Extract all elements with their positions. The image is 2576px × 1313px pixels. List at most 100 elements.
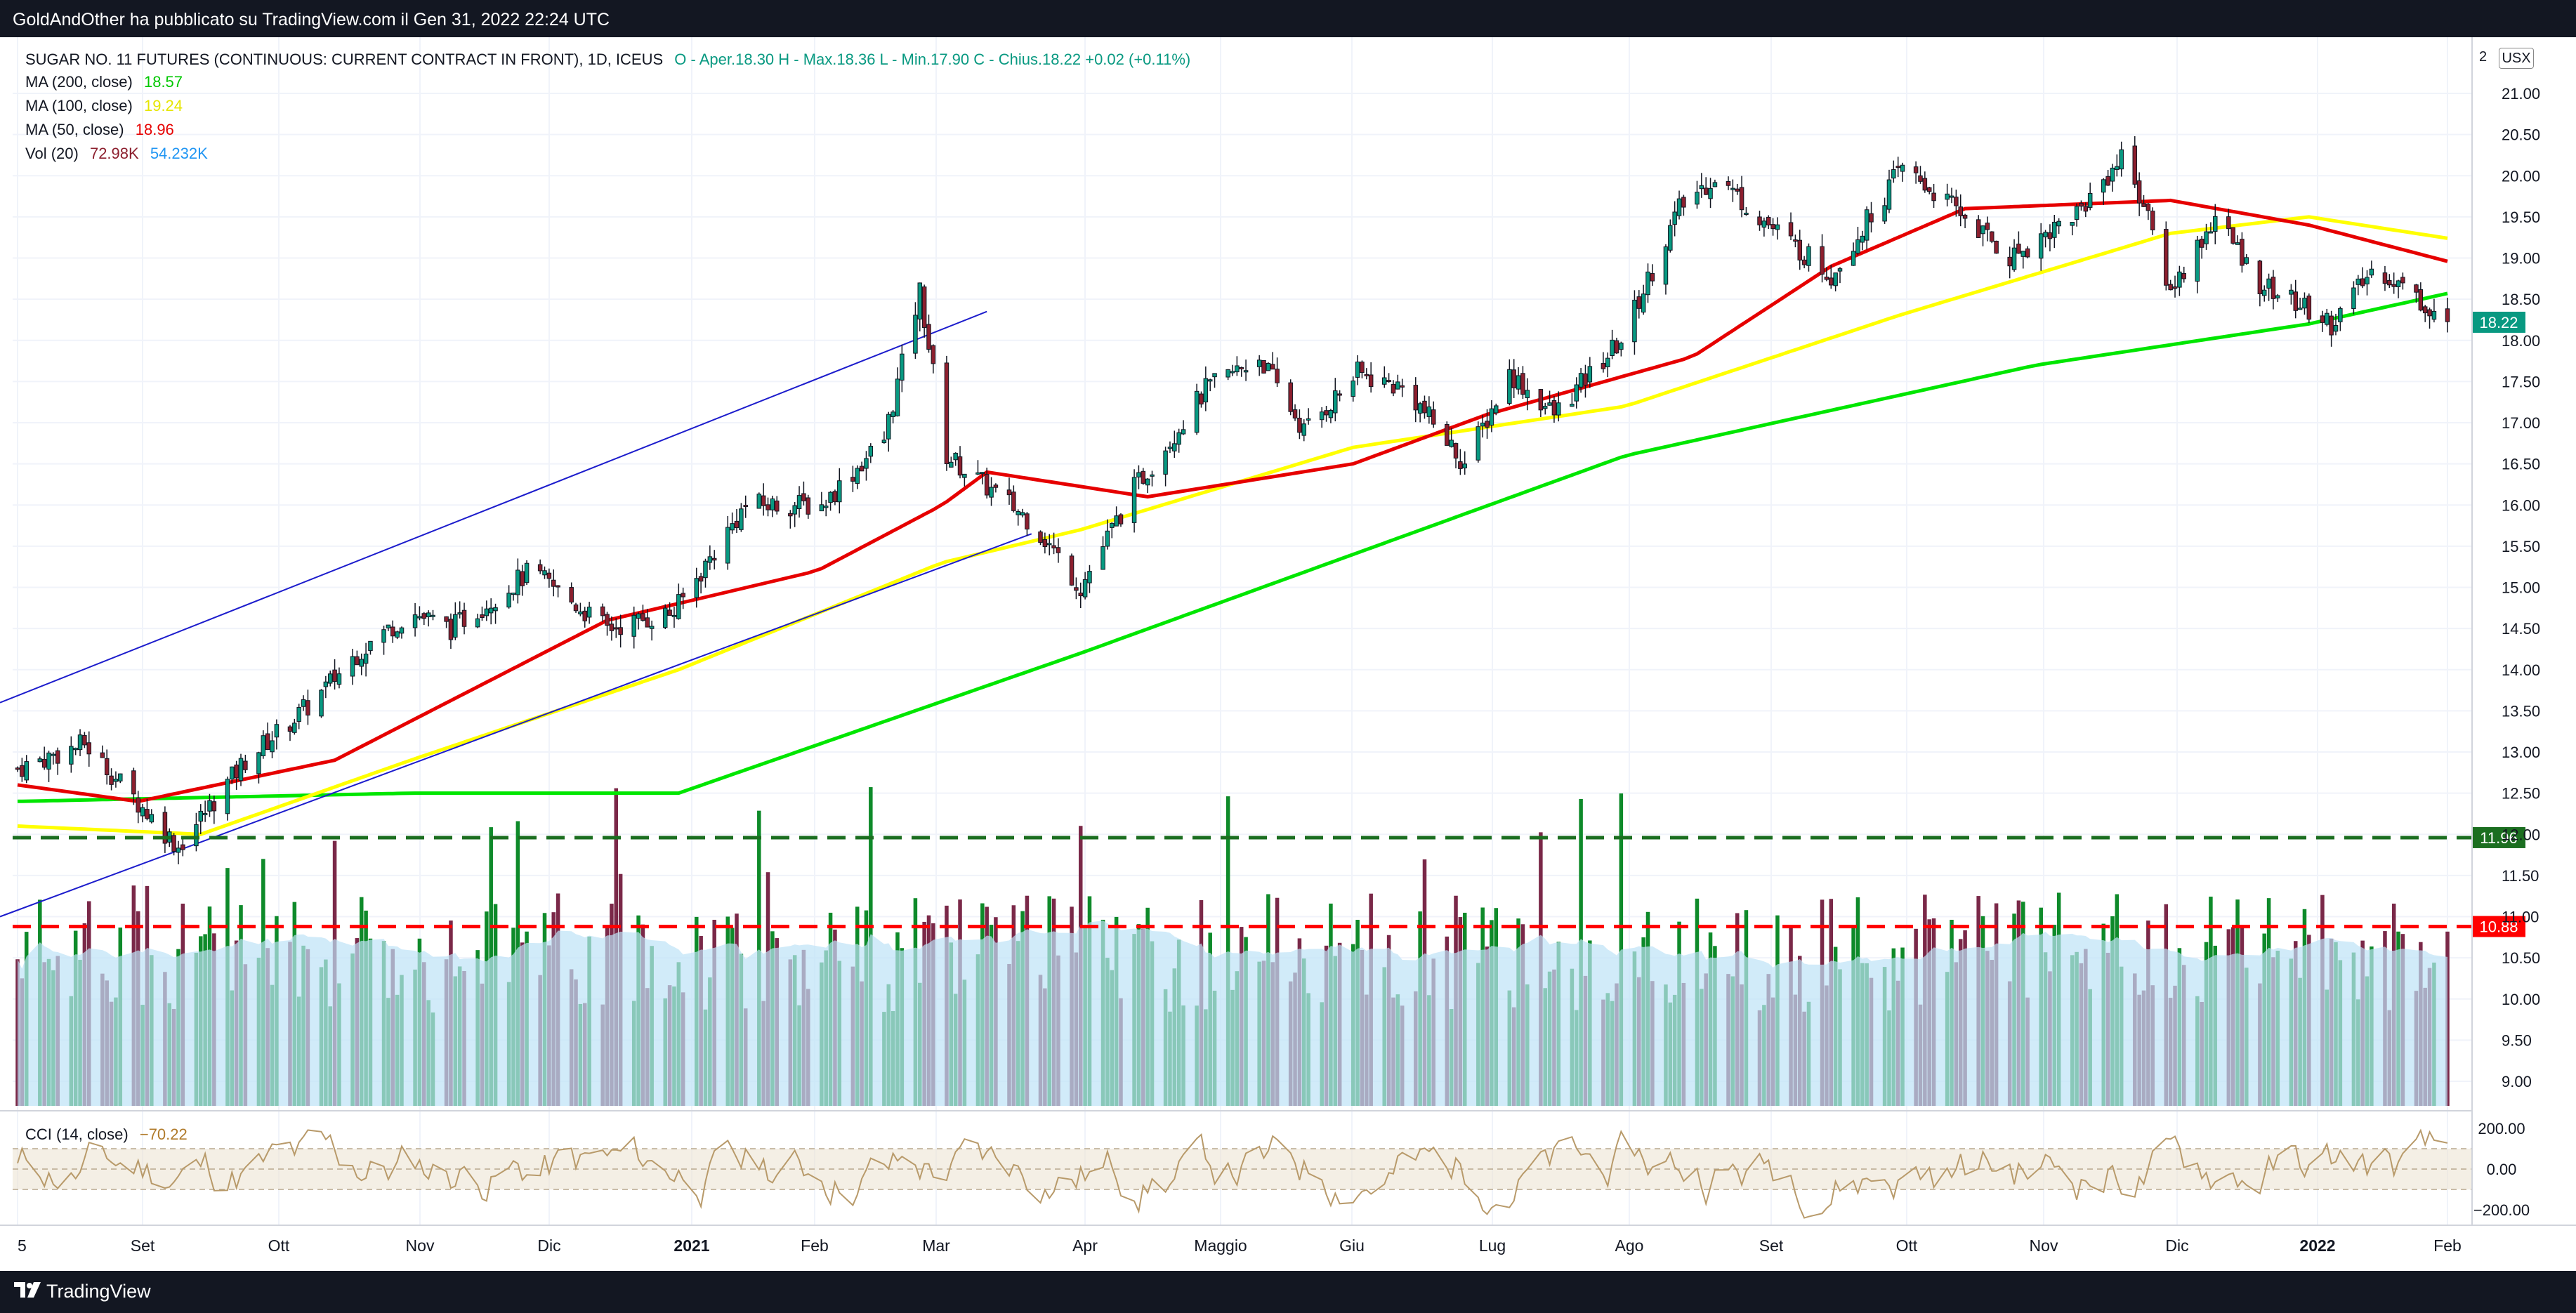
candle-body xyxy=(319,690,324,717)
candle-body xyxy=(823,506,829,508)
candle-body xyxy=(488,607,494,614)
candle-body xyxy=(2235,242,2240,245)
cci-tick-label: −200.00 xyxy=(2473,1201,2530,1219)
candle-body xyxy=(1082,579,1088,598)
candle-body xyxy=(698,576,704,582)
candle-body xyxy=(1766,216,1771,225)
candle-body xyxy=(162,812,168,844)
candle-body xyxy=(1163,450,1168,475)
candle-body xyxy=(37,758,43,763)
currency-button[interactable]: USX xyxy=(2499,48,2534,69)
candle-body xyxy=(1614,340,1619,354)
candle-body xyxy=(1926,187,1932,192)
candle-body xyxy=(1829,277,1834,286)
candle-body xyxy=(1770,224,1775,230)
candle-body xyxy=(46,752,51,770)
candle-body xyxy=(1962,214,1968,219)
candle-body xyxy=(1391,383,1396,394)
candle-body xyxy=(524,562,530,583)
y-tick-label: 17.50 xyxy=(2502,373,2540,390)
candle-body xyxy=(1610,339,1615,357)
candle-body xyxy=(1110,522,1115,528)
candle-body xyxy=(743,505,748,508)
candle-body xyxy=(837,480,842,503)
price-levels: 11.96 10.88 18.22 xyxy=(13,311,2525,937)
candle-body xyxy=(1891,169,1896,179)
candle-body xyxy=(636,613,641,619)
candle-body xyxy=(891,411,895,417)
y-tick-label: 19.00 xyxy=(2502,250,2540,268)
candle-body xyxy=(1225,369,1230,378)
y-tick-label: 15.00 xyxy=(2502,579,2540,597)
x-tick-label: Nov xyxy=(406,1236,435,1255)
candle-body xyxy=(662,607,668,628)
candle-body xyxy=(2422,306,2428,314)
candle-body xyxy=(1583,373,1588,386)
candle-body xyxy=(2105,176,2110,186)
candle-body xyxy=(1824,277,1829,280)
volume-bar xyxy=(1225,796,1230,1106)
candle-body xyxy=(645,617,650,628)
candle-body xyxy=(1087,571,1092,583)
candle-body xyxy=(1445,423,1450,446)
candle-body xyxy=(1275,369,1280,383)
y-tick-label: 16.00 xyxy=(2502,496,2540,514)
candle-body xyxy=(1542,406,1548,409)
candle-body xyxy=(1266,362,1271,371)
candle-body xyxy=(931,345,936,364)
candle-body xyxy=(921,286,927,328)
candle-body xyxy=(774,500,780,512)
candle-body xyxy=(2306,296,2312,320)
vol-value: 72.98K xyxy=(89,145,139,162)
candle-body xyxy=(1507,369,1512,404)
price-chart[interactable]: 11.96 10.88 18.22 200.00 0.00 −200.00 21.00 2… xyxy=(0,37,2576,1271)
candle-body xyxy=(1820,246,1825,275)
candle-body xyxy=(962,473,967,478)
candle-body xyxy=(569,587,574,603)
candle-body xyxy=(1046,543,1052,546)
candle-body xyxy=(895,378,900,416)
y-tick-label: 20.50 xyxy=(2502,126,2540,144)
candle-body xyxy=(2132,145,2138,185)
candle-body xyxy=(2164,229,2169,286)
x-tick-label: Feb xyxy=(2433,1236,2462,1255)
candle-body xyxy=(944,362,949,464)
moving-averages xyxy=(0,198,2448,918)
candle-body xyxy=(1945,193,1950,200)
y-tick-label: 13.50 xyxy=(2502,702,2540,720)
candle-body xyxy=(707,556,713,563)
candle-body xyxy=(359,659,364,667)
candle-body xyxy=(270,740,275,753)
candle-body xyxy=(1381,377,1387,385)
candlesticks xyxy=(15,136,2450,864)
candle-body xyxy=(953,452,958,461)
candle-body xyxy=(1413,385,1419,411)
candle-body xyxy=(1172,443,1177,451)
candle-body xyxy=(640,613,645,621)
candle-body xyxy=(1333,390,1338,414)
candle-body xyxy=(1954,197,1959,206)
candle-body xyxy=(336,673,342,685)
candle-body xyxy=(881,440,887,443)
candle-body xyxy=(350,656,355,677)
candle-body xyxy=(2365,277,2370,284)
candle-body xyxy=(886,414,891,440)
ma50-label: MA (50, close) xyxy=(25,121,124,138)
candle-body xyxy=(1199,393,1204,404)
candle-body xyxy=(296,707,301,722)
candle-body xyxy=(1131,477,1137,523)
candle-body xyxy=(1020,512,1025,516)
candle-body xyxy=(1011,491,1016,511)
candle-body xyxy=(1114,515,1119,527)
candle-body xyxy=(1078,593,1084,597)
candle-body xyxy=(600,606,605,616)
candle-body xyxy=(1605,357,1610,368)
candle-body xyxy=(1886,179,1892,210)
candle-body xyxy=(1511,369,1516,388)
candle-body xyxy=(2396,280,2401,287)
candle-body xyxy=(681,593,685,598)
x-tick-label: 2022 xyxy=(2299,1236,2335,1255)
ma50-value: 18.96 xyxy=(135,121,174,138)
candle-body xyxy=(582,610,588,621)
brand-name[interactable]: TradingView xyxy=(46,1281,151,1302)
